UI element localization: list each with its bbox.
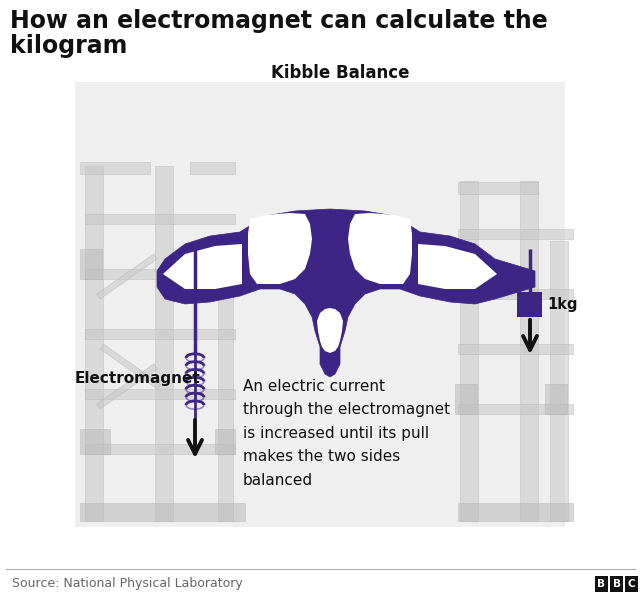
Bar bbox=[85, 166, 103, 521]
Bar bbox=[458, 344, 573, 354]
PathPatch shape bbox=[157, 209, 535, 377]
Bar bbox=[610, 576, 623, 592]
Text: How an electromagnet can calculate the: How an electromagnet can calculate the bbox=[10, 9, 548, 33]
Bar bbox=[595, 576, 608, 592]
Bar bbox=[545, 384, 567, 414]
Bar bbox=[80, 429, 110, 454]
Bar bbox=[97, 254, 157, 299]
Text: kilogram: kilogram bbox=[10, 34, 128, 58]
Bar bbox=[85, 444, 235, 454]
Bar bbox=[625, 576, 638, 592]
Bar bbox=[458, 229, 573, 239]
Bar bbox=[520, 181, 538, 521]
Bar bbox=[517, 292, 542, 317]
PathPatch shape bbox=[248, 213, 312, 284]
PathPatch shape bbox=[348, 213, 412, 284]
Bar bbox=[458, 503, 573, 521]
Text: 1kg: 1kg bbox=[547, 297, 578, 312]
Text: Source: National Physical Laboratory: Source: National Physical Laboratory bbox=[12, 577, 243, 591]
Bar bbox=[75, 82, 565, 527]
Bar bbox=[190, 162, 235, 174]
Bar bbox=[458, 182, 538, 194]
Bar bbox=[218, 261, 233, 521]
Text: Electromagnet: Electromagnet bbox=[75, 371, 201, 387]
Bar bbox=[458, 289, 573, 299]
Bar bbox=[100, 344, 161, 389]
Bar bbox=[85, 269, 235, 279]
Bar bbox=[458, 404, 573, 414]
Bar bbox=[85, 389, 235, 399]
Bar bbox=[80, 503, 245, 521]
PathPatch shape bbox=[163, 244, 242, 289]
Bar bbox=[97, 364, 157, 409]
Bar bbox=[85, 329, 235, 339]
Text: C: C bbox=[628, 579, 635, 589]
Bar bbox=[80, 162, 150, 174]
Text: An electric current
through the electromagnet
is increased until its pull
makes : An electric current through the electrom… bbox=[243, 379, 450, 488]
Bar bbox=[460, 181, 478, 521]
Bar bbox=[455, 384, 477, 414]
Text: B: B bbox=[613, 579, 620, 589]
PathPatch shape bbox=[317, 308, 343, 353]
Bar bbox=[80, 249, 102, 279]
Text: Kibble Balance: Kibble Balance bbox=[271, 64, 409, 82]
PathPatch shape bbox=[418, 244, 497, 289]
Bar bbox=[85, 214, 235, 224]
Bar bbox=[550, 241, 568, 521]
Bar bbox=[155, 166, 173, 521]
Text: B: B bbox=[597, 579, 606, 589]
Bar bbox=[215, 429, 235, 454]
